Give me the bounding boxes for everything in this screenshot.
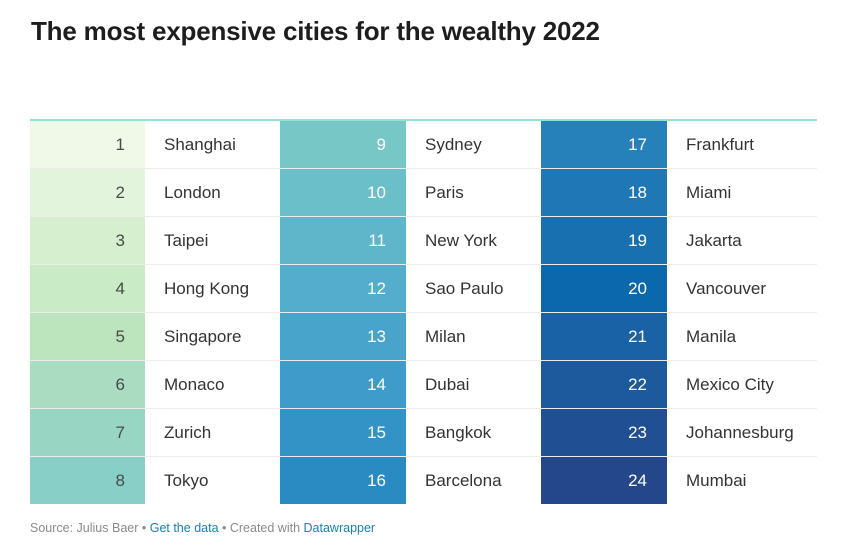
city-cell: Johannesburg — [686, 423, 794, 442]
city-cell: Sydney — [425, 135, 482, 154]
created-with-text: Created with — [229, 521, 301, 535]
column-group: 6 Monaco — [30, 361, 280, 408]
city-cell: Zurich — [164, 423, 212, 442]
city-cell: Frankfurt — [686, 135, 755, 154]
rank-cell: 16 — [280, 457, 406, 504]
rank-cell: 11 — [280, 217, 406, 264]
column-group: 11 New York — [280, 217, 541, 264]
column-group: 7 Zurich — [30, 409, 280, 456]
column-group: 8 Tokyo — [30, 457, 280, 504]
rank-cell: 23 — [541, 409, 667, 456]
column-group: 22 Mexico City — [541, 361, 820, 408]
rank-cell: 8 — [30, 457, 145, 504]
rank-cell: 4 — [30, 265, 145, 312]
ranking-table: 1 Shanghai 9 Sydney 17 Frankfurt 2 London 10 Pari… — [30, 119, 817, 504]
column-group: 2 London — [30, 169, 280, 216]
rank-cell: 12 — [280, 265, 406, 312]
column-group: 15 Bangkok — [280, 409, 541, 456]
rank-cell: 7 — [30, 409, 145, 456]
city-cell: Dubai — [425, 375, 470, 394]
table-row: 3 Taipei 11 New York 19 Jakarta — [30, 217, 817, 265]
column-group: 10 Paris — [280, 169, 541, 216]
city-cell: Hong Kong — [164, 279, 250, 298]
column-group: 5 Singapore — [30, 313, 280, 360]
table-row: 8 Tokyo 16 Barcelona 24 Mumbai — [30, 457, 817, 504]
column-group: 13 Milan — [280, 313, 541, 360]
separator: • — [138, 521, 150, 535]
datawrapper-link[interactable]: Datawrapper — [303, 521, 376, 535]
rank-cell: 14 — [280, 361, 406, 408]
chart-title: The most expensive cities for the wealth… — [31, 16, 600, 46]
table-row: 5 Singapore 13 Milan 21 Manila — [30, 313, 817, 361]
column-group: 9 Sydney — [280, 121, 541, 168]
table-row: 1 Shanghai 9 Sydney 17 Frankfurt — [30, 121, 817, 169]
city-cell: Manila — [686, 327, 737, 346]
city-cell: Mumbai — [686, 471, 747, 490]
column-group: 14 Dubai — [280, 361, 541, 408]
footer: Source: Julius Baer • Get the data • Cre… — [30, 521, 375, 535]
table-row: 6 Monaco 14 Dubai 22 Mexico City — [30, 361, 817, 409]
rank-cell: 19 — [541, 217, 667, 264]
city-cell: London — [164, 183, 221, 202]
city-cell: Mexico City — [686, 375, 774, 394]
table-row: 7 Zurich 15 Bangkok 23 Johannesburg — [30, 409, 817, 457]
city-cell: Milan — [425, 327, 466, 346]
rank-cell: 17 — [541, 121, 667, 168]
city-cell: Shanghai — [164, 135, 236, 154]
column-group: 21 Manila — [541, 313, 820, 360]
rank-cell: 22 — [541, 361, 667, 408]
rank-cell: 1 — [30, 121, 145, 168]
rank-cell: 13 — [280, 313, 406, 360]
source-text: Source: Julius Baer — [30, 521, 139, 535]
column-group: 17 Frankfurt — [541, 121, 820, 168]
rank-cell: 21 — [541, 313, 667, 360]
rank-cell: 9 — [280, 121, 406, 168]
city-cell: Bangkok — [425, 423, 492, 442]
rank-cell: 2 — [30, 169, 145, 216]
city-cell: Monaco — [164, 375, 225, 394]
rank-cell: 18 — [541, 169, 667, 216]
city-cell: Paris — [425, 183, 464, 202]
city-cell: Miami — [686, 183, 732, 202]
column-group: 4 Hong Kong — [30, 265, 280, 312]
rank-cell: 3 — [30, 217, 145, 264]
rank-cell: 6 — [30, 361, 145, 408]
column-group: 19 Jakarta — [541, 217, 820, 264]
table-row: 2 London 10 Paris 18 Miami — [30, 169, 817, 217]
column-group: 24 Mumbai — [541, 457, 820, 504]
city-cell: Jakarta — [686, 231, 742, 250]
get-data-link[interactable]: Get the data — [149, 521, 219, 535]
separator: • — [218, 521, 230, 535]
table-row: 4 Hong Kong 12 Sao Paulo 20 Vancouver — [30, 265, 817, 313]
rank-cell: 24 — [541, 457, 667, 504]
column-group: 20 Vancouver — [541, 265, 820, 312]
rank-cell: 10 — [280, 169, 406, 216]
city-cell: Singapore — [164, 327, 242, 346]
column-group: 12 Sao Paulo — [280, 265, 541, 312]
city-cell: Tokyo — [164, 471, 209, 490]
city-cell: New York — [425, 231, 497, 250]
column-group: 16 Barcelona — [280, 457, 541, 504]
column-group: 18 Miami — [541, 169, 820, 216]
rank-cell: 15 — [280, 409, 406, 456]
rank-cell: 5 — [30, 313, 145, 360]
column-group: 23 Johannesburg — [541, 409, 820, 456]
city-cell: Barcelona — [425, 471, 502, 490]
column-group: 3 Taipei — [30, 217, 280, 264]
city-cell: Vancouver — [686, 279, 767, 298]
city-cell: Taipei — [164, 231, 209, 250]
column-group: 1 Shanghai — [30, 121, 280, 168]
rank-cell: 20 — [541, 265, 667, 312]
city-cell: Sao Paulo — [425, 279, 504, 298]
